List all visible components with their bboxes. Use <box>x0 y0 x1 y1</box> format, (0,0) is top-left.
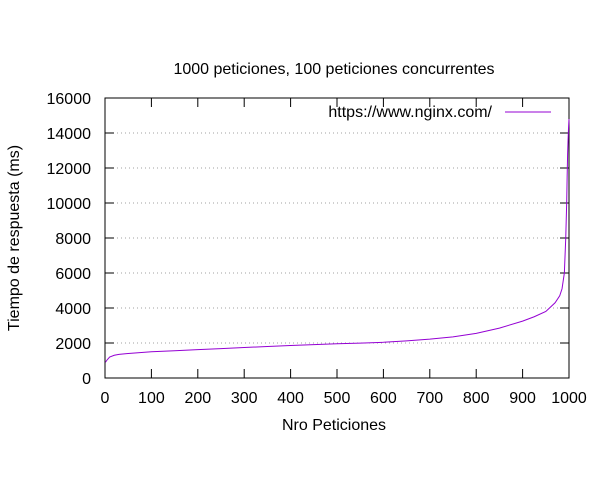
y-tick-label: 6000 <box>55 266 91 283</box>
x-axis-label: Nro Peticiones <box>282 417 386 434</box>
y-axis-label: Tiempo de respuesta (ms) <box>6 145 23 331</box>
y-tick-label: 2000 <box>55 336 91 353</box>
y-tick-label: 10000 <box>47 196 92 213</box>
x-tick-label: 800 <box>463 390 490 407</box>
x-tick-label: 0 <box>101 390 110 407</box>
y-tick-label: 14000 <box>47 126 92 143</box>
series-line <box>105 118 570 363</box>
y-tick-labels: 0 2000 4000 6000 8000 10000 12000 14000 16000 <box>47 91 92 388</box>
series-layer <box>105 118 570 363</box>
y-tick-label: 4000 <box>55 301 91 318</box>
y-tick-label: 0 <box>82 371 91 388</box>
x-tick-label: 200 <box>184 390 211 407</box>
x-tick-label: 100 <box>138 390 165 407</box>
x-tick-label: 900 <box>509 390 536 407</box>
x-tick-label: 600 <box>370 390 397 407</box>
x-tick-label: 300 <box>231 390 258 407</box>
grid-lines <box>105 132 569 344</box>
x-tick-label: 400 <box>277 390 304 407</box>
y-tick-label: 12000 <box>47 161 92 178</box>
legend-label: https://www.nginx.com/ <box>328 104 492 121</box>
x-tick-label: 500 <box>324 390 351 407</box>
x-tick-label: 1000 <box>551 390 587 407</box>
y-tick-label: 8000 <box>55 231 91 248</box>
y-tick-label: 16000 <box>47 91 92 108</box>
x-tick-label: 700 <box>416 390 443 407</box>
x-tick-labels: 0 100 200 300 400 500 600 700 800 900 1000 <box>101 390 587 407</box>
legend: https://www.nginx.com/ <box>328 104 551 121</box>
chart-title: 1000 peticiones, 100 peticiones concurre… <box>173 61 494 78</box>
